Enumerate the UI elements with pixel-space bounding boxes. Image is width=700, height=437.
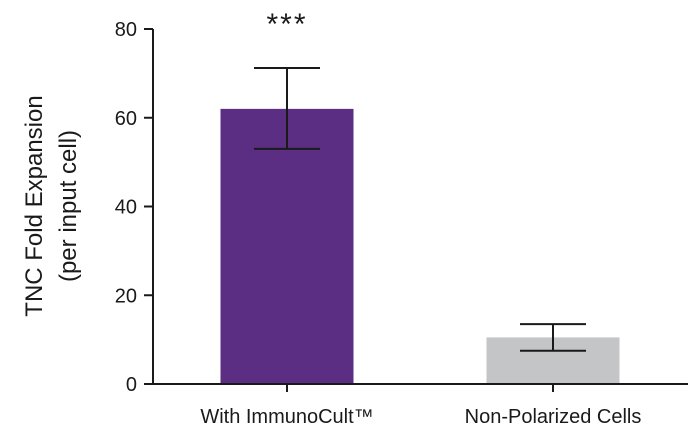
- category-label-1: Non-Polarized Cells: [465, 406, 642, 428]
- y-axis-title-line-1: TNC Fold Expansion: [21, 95, 48, 316]
- plot-area: 0 20 40 60 80 With ImmunoCult™ Non-Polarized C…: [115, 8, 688, 428]
- bar-0: [220, 108, 354, 384]
- y-tick-label-0: 0: [126, 374, 137, 396]
- significance-annotation-0: ***: [266, 8, 307, 41]
- category-label-0: With ImmunoCult™: [200, 406, 373, 428]
- y-tick-label-1: 20: [115, 285, 137, 307]
- y-axis-title: TNC Fold Expansion (per input cell): [21, 95, 82, 316]
- y-tick-label-2: 40: [115, 197, 137, 219]
- y-tick-label-3: 60: [115, 108, 137, 130]
- y-axis-title-line-2: (per input cell): [55, 130, 82, 282]
- y-tick-label-4: 80: [115, 19, 137, 41]
